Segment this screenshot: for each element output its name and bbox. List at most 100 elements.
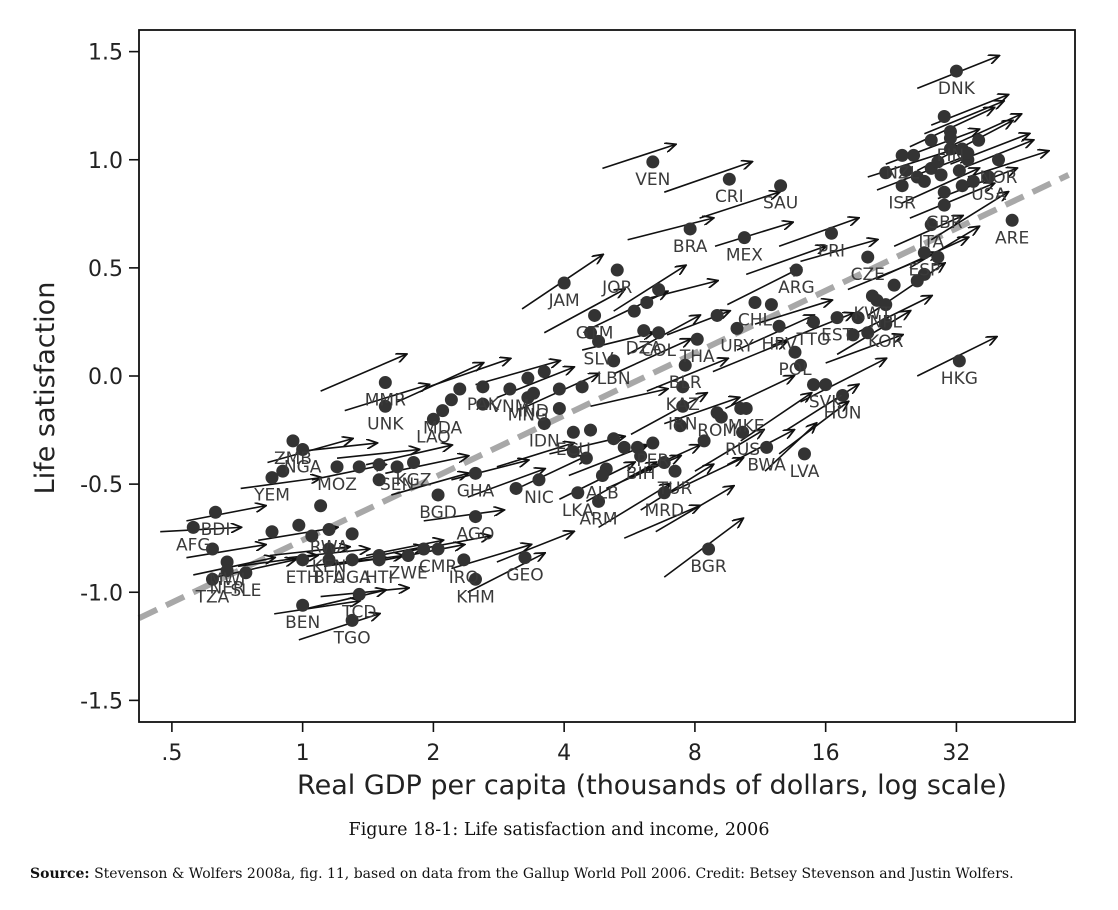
data-point bbox=[634, 449, 648, 463]
arrow-layer bbox=[160, 56, 1048, 641]
data-point bbox=[322, 523, 336, 537]
data-point bbox=[652, 326, 666, 340]
data-point bbox=[305, 529, 319, 543]
data-point bbox=[646, 436, 660, 450]
y-tick-label: -0.5 bbox=[80, 473, 123, 498]
point-label: ITA bbox=[918, 233, 944, 253]
point-label: IRN bbox=[668, 414, 698, 434]
data-point bbox=[557, 276, 571, 290]
point-label: JOR bbox=[601, 278, 632, 298]
point-label: IND bbox=[518, 401, 549, 421]
trend-arrow bbox=[613, 339, 690, 375]
data-point bbox=[879, 298, 893, 312]
data-point bbox=[566, 425, 580, 439]
data-point bbox=[710, 406, 724, 420]
point-label: KAZ bbox=[666, 395, 700, 415]
point-label: ARE bbox=[995, 228, 1029, 248]
data-point bbox=[537, 365, 551, 379]
data-point bbox=[186, 520, 200, 534]
point-label: MOZ bbox=[317, 475, 357, 495]
x-tick-label: 8 bbox=[688, 741, 702, 766]
point-label: URY bbox=[720, 336, 754, 356]
point-label: GTM bbox=[576, 323, 614, 343]
trend-arrow bbox=[909, 184, 994, 219]
data-point bbox=[205, 572, 219, 586]
point-label: BGR bbox=[690, 557, 727, 577]
data-point bbox=[668, 464, 682, 478]
trend-arrow bbox=[467, 553, 544, 593]
point-label: TCD bbox=[341, 602, 376, 622]
data-point bbox=[276, 464, 290, 478]
data-point bbox=[426, 412, 440, 426]
trend-arrow bbox=[736, 315, 813, 351]
y-tick-label: -1.0 bbox=[80, 581, 123, 606]
y-tick-label: -1.5 bbox=[80, 689, 123, 714]
data-point bbox=[468, 510, 482, 524]
point-label: HKG bbox=[941, 369, 978, 389]
point-label: LVA bbox=[790, 462, 820, 482]
data-point bbox=[532, 473, 546, 487]
data-point bbox=[879, 317, 893, 331]
trend-arrow bbox=[754, 300, 831, 325]
data-point bbox=[552, 401, 566, 415]
data-point bbox=[982, 170, 996, 184]
point-label: BWA bbox=[747, 455, 786, 475]
data-point bbox=[521, 371, 535, 385]
trend-arrow bbox=[543, 290, 624, 334]
data-point bbox=[592, 334, 606, 348]
point-label: UNK bbox=[367, 414, 404, 434]
data-point bbox=[265, 525, 279, 539]
data-point bbox=[952, 164, 966, 178]
point-label: IDN bbox=[529, 432, 560, 452]
data-point bbox=[509, 481, 523, 495]
data-point bbox=[627, 304, 641, 318]
data-point bbox=[760, 440, 774, 454]
point-label: GHA bbox=[457, 481, 495, 501]
data-point bbox=[748, 295, 762, 309]
point-label: TGO bbox=[333, 628, 371, 648]
data-point bbox=[676, 399, 690, 413]
point-label: SEN bbox=[380, 475, 414, 495]
data-point bbox=[468, 572, 482, 586]
data-point bbox=[819, 378, 833, 392]
point-label: THA bbox=[679, 347, 715, 367]
point-label: MDA bbox=[423, 419, 462, 439]
point-label: COL bbox=[641, 341, 676, 361]
trend-arrow bbox=[467, 469, 544, 498]
data-point bbox=[588, 308, 602, 322]
data-point bbox=[345, 553, 359, 567]
trend-arrow bbox=[451, 460, 527, 481]
data-point bbox=[931, 155, 945, 169]
figure-source: Source: Stevenson & Wolfers 2008a, fig. … bbox=[30, 866, 1110, 882]
axis-layer: .5 1 2 4 8 16 32 1.5 1.0 0.5 0.0 -0.5 -1.0 -1.5 bbox=[80, 41, 970, 766]
point-label: ZMB bbox=[274, 449, 312, 469]
data-point bbox=[943, 131, 957, 145]
data-point bbox=[205, 542, 219, 556]
point-label: AFG bbox=[176, 535, 211, 555]
trend-arrow bbox=[663, 398, 739, 425]
data-point bbox=[824, 226, 838, 240]
data-point bbox=[476, 380, 490, 394]
data-point bbox=[518, 551, 532, 565]
x-tick-label: 16 bbox=[812, 741, 840, 766]
trend-arrow bbox=[800, 359, 885, 403]
trend-arrow bbox=[800, 240, 876, 263]
point-label: NOR bbox=[980, 168, 1018, 188]
point-label: ESP bbox=[908, 261, 940, 281]
data-point bbox=[788, 345, 802, 359]
trend-arrow bbox=[930, 192, 1007, 241]
point-label: AGO bbox=[457, 525, 495, 545]
data-point bbox=[774, 179, 788, 193]
data-point bbox=[955, 179, 969, 193]
data-point bbox=[330, 460, 344, 474]
x-tick-label: 4 bbox=[557, 741, 571, 766]
point-label: KHM bbox=[456, 587, 495, 607]
data-point bbox=[322, 542, 336, 556]
data-point bbox=[879, 166, 893, 180]
data-point bbox=[575, 380, 589, 394]
trend-arrow bbox=[274, 601, 359, 615]
trend-arrow bbox=[825, 335, 902, 364]
y-tick-label: 0.5 bbox=[88, 257, 123, 282]
trend-arrow bbox=[714, 222, 792, 248]
data-point bbox=[793, 358, 807, 372]
